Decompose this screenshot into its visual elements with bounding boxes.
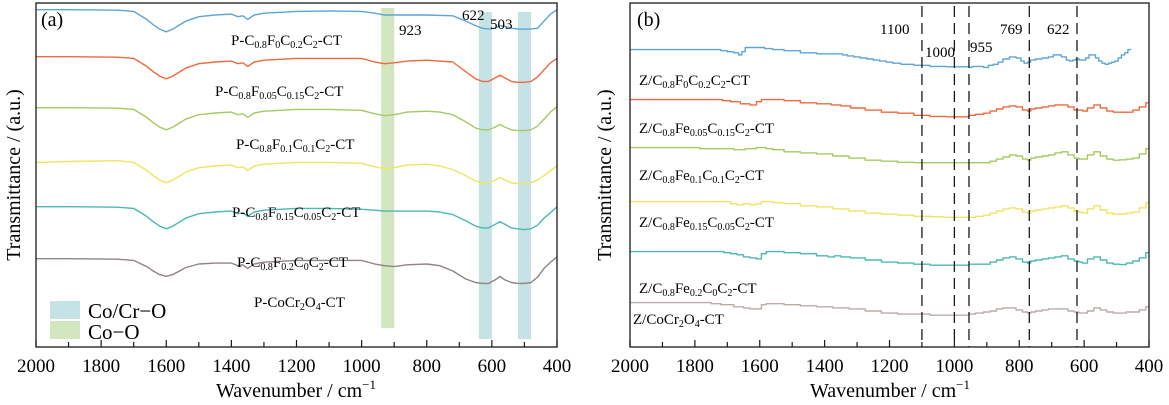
x-axis-ticks: 2000 1800 1600 1400 1200 1000 800 600 400 <box>17 340 571 377</box>
x-tick-label: 400 <box>543 356 572 377</box>
x-axis-ticks: 2000 1800 1600 1400 1200 1000 800 600 400 <box>611 340 1163 377</box>
series-line-p-c0-8f0-2c0c2-ct <box>36 206 558 231</box>
x-tick-label: 800 <box>413 356 442 377</box>
x-tick-label: 1000 <box>343 356 381 377</box>
reference-lines: 1100 1000 955 769 622 <box>880 6 1078 347</box>
legend-label-co-o: Co−O <box>88 320 140 344</box>
series-label-p-c0-8f0-2c0c2-ct: P-C0.8F0.2C0C2-CT <box>237 255 348 273</box>
x-tick-label: 800 <box>1005 356 1034 377</box>
series-line-z-c0-8fe0-2c0c2-ct <box>630 250 1149 266</box>
series-label-p-cocr2o4-ct: P-CoCr2O4-CT <box>254 295 345 313</box>
series-label-p-c0-8f0c0-2c2-ct: P-C0.8F0C0.2C2-CT <box>231 33 342 51</box>
band-503 <box>517 12 531 339</box>
series-label-z-cocr2o4-ct: Z/CoCr2O4-CT <box>633 312 724 330</box>
y-axis-title: Transmittance / (a.u.) <box>594 89 616 260</box>
reference-label-769: 769 <box>1000 22 1023 38</box>
x-axis-title-main: Wavenumber / cm <box>216 380 363 402</box>
absorption-bands <box>381 8 531 339</box>
peak-annotations: 923 622 503 <box>399 8 513 39</box>
x-tick-label: 1200 <box>278 356 316 377</box>
series-line-z-c0-8fe0-15c0-05c2-ct <box>630 200 1149 218</box>
reference-label-1100: 1100 <box>880 22 909 38</box>
panel-a: P-C0.8F0C0.2C2-CT P-C0.8F0.05C0.15C2-CT P-… <box>3 2 571 402</box>
x-tick-label: 1400 <box>806 356 844 377</box>
x-tick-label: 2000 <box>611 356 649 377</box>
series-group <box>630 46 1149 316</box>
x-tick-label: 1600 <box>147 356 185 377</box>
x-tick-label: 1200 <box>871 356 909 377</box>
panel-label: (a) <box>41 9 63 31</box>
series-line-p-cocr2o4-ct <box>36 256 558 285</box>
series-group <box>35 9 558 285</box>
x-tick-label: 400 <box>1135 356 1164 377</box>
series-line-z-cocr2o4-ct <box>630 301 1149 316</box>
x-tick-label: 600 <box>478 356 507 377</box>
legend-swatch-co-o <box>50 321 80 339</box>
series-line-p-c0-8f0c0-2c2-ct <box>36 9 558 33</box>
series-line-z-c0-8fe0-05c0-15c2-ct <box>630 98 1149 118</box>
x-tick-label: 1800 <box>676 356 714 377</box>
reference-label-955: 955 <box>970 40 993 56</box>
x-axis-title-sup: −1 <box>956 377 970 392</box>
x-tick-label: 1400 <box>212 356 250 377</box>
series-label-z-c0-8fe0-1c0-1c2-ct: Z/C0.8Fe0.1C0.1C2-CT <box>639 168 764 186</box>
series-line-z-c0-8f0c0-2c2-ct <box>630 46 1132 69</box>
series-label-z-c0-8f0c0-2c2-ct: Z/C0.8F0C0.2C2-CT <box>639 73 750 91</box>
x-tick-label: 1600 <box>741 356 779 377</box>
legend-swatch-co-cr-o <box>50 301 80 319</box>
y-axis-title: Transmittance / (a.u.) <box>3 89 25 260</box>
peak-label-923: 923 <box>399 23 422 39</box>
series-line-p-c0-8f0-05c0-15c2-ct <box>36 56 558 83</box>
series-label-p-c0-8f0-1c0-1c2-ct: P-C0.8F0.1C0.1C2-CT <box>236 137 354 155</box>
series-line-z-c0-8fe0-1c0-1c2-ct <box>630 146 1149 164</box>
series-line-p-c0-8f0-1c0-1c2-ct <box>36 106 558 132</box>
series-label-z-c0-8fe0-2c0c2-ct: Z/C0.8Fe0.2C0C2-CT <box>639 281 757 299</box>
x-tick-label: 1000 <box>935 356 973 377</box>
peak-label-503: 503 <box>490 17 513 33</box>
series-label-p-c0-8f0-15c0-05c2-ct: P-C0.8F0.15C0.05C2-CT <box>232 205 360 223</box>
series-labels: P-C0.8F0C0.2C2-CT P-C0.8F0.05C0.15C2-CT P-… <box>215 33 360 313</box>
series-line-p-c0-8f0-15c0-05c2-ct <box>35 160 558 185</box>
legend-label-co-cr-o: Co/Cr−O <box>88 299 166 323</box>
series-label-z-c0-8fe0-15c0-05c2-ct: Z/C0.8Fe0.15C0.05C2-CT <box>639 215 774 233</box>
panel-label: (b) <box>637 9 660 31</box>
x-tick-label: 2000 <box>17 356 55 377</box>
x-axis-title: Wavenumber / cm−1 <box>810 377 970 402</box>
x-axis-title: Wavenumber / cm−1 <box>216 377 376 402</box>
x-tick-label: 1800 <box>82 356 120 377</box>
series-label-z-c0-8fe0-05c0-15c2-ct: Z/C0.8Fe0.05C0.15C2-CT <box>639 121 774 139</box>
x-tick-label: 600 <box>1070 356 1099 377</box>
band-622 <box>478 12 492 339</box>
reference-label-622: 622 <box>1047 22 1070 38</box>
series-labels: Z/C0.8F0C0.2C2-CT Z/C0.8Fe0.05C0.15C2-CT Z… <box>633 73 774 330</box>
series-label-p-c0-8f0-05c0-15c2-ct: P-C0.8F0.05C0.15C2-CT <box>215 84 343 102</box>
peak-label-622: 622 <box>462 8 485 24</box>
reference-label-1000: 1000 <box>925 45 955 61</box>
x-axis-title-sup: −1 <box>362 377 376 392</box>
legend: Co/Cr−O Co−O <box>50 299 166 344</box>
x-axis-title-main: Wavenumber / cm <box>810 380 957 402</box>
